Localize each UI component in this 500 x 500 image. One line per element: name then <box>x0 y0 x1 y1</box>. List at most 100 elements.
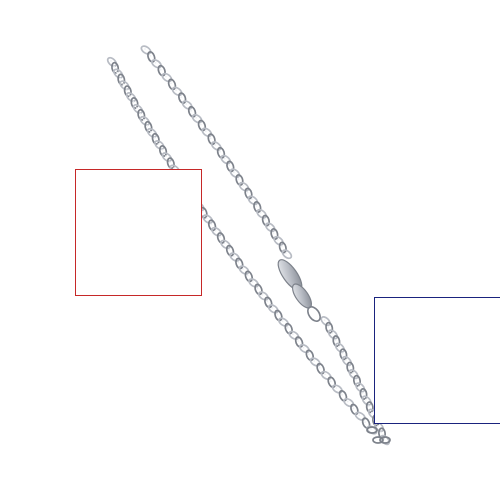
chain-link <box>225 244 235 257</box>
chain-link <box>157 64 166 77</box>
chain-link <box>294 336 304 348</box>
chain-link <box>244 270 254 283</box>
chain-link-highlight <box>180 96 183 98</box>
chain-link-highlight <box>246 191 249 194</box>
chain-link-highlight <box>246 274 249 277</box>
chain-link-highlight <box>219 236 221 238</box>
chain-link <box>346 361 355 374</box>
chain-link-highlight <box>228 164 231 167</box>
chain-link <box>144 120 153 133</box>
chain-link <box>316 362 325 375</box>
chain-link-highlight <box>161 149 164 151</box>
chain-link-highlight <box>268 225 271 228</box>
chain-link <box>202 214 214 224</box>
chain-link <box>211 226 222 237</box>
chain-link-highlight <box>324 373 326 376</box>
chain-link <box>359 387 368 401</box>
chain-link <box>235 174 244 186</box>
chain-link <box>327 376 337 389</box>
chain-link <box>343 397 355 408</box>
chain-link <box>273 235 284 246</box>
chain-link <box>267 304 279 314</box>
chain-link-highlight <box>251 198 253 201</box>
chain-link-highlight <box>214 144 217 146</box>
chain-link-highlight <box>271 307 274 309</box>
chain-link <box>338 389 348 402</box>
chain-link <box>341 355 353 367</box>
chain-link-highlight <box>175 89 178 92</box>
chain-link <box>161 72 173 83</box>
chain-link-highlight <box>150 131 152 133</box>
chain-link <box>111 61 120 74</box>
chain-link <box>187 105 197 118</box>
chain-link <box>244 187 253 200</box>
chain-link-highlight <box>237 261 240 264</box>
chain-link-highlight <box>223 242 226 245</box>
chain-link <box>327 329 339 340</box>
chain-link-highlight <box>292 333 294 336</box>
chain-link <box>284 322 293 335</box>
chain-link <box>350 403 359 416</box>
chain-link-highlight <box>348 365 351 368</box>
chain-link-highlight <box>142 119 145 121</box>
chain-link-highlight <box>185 103 188 105</box>
chain-link-highlight <box>259 211 262 214</box>
chain-link <box>281 249 293 260</box>
chain-link <box>106 56 118 68</box>
chain-link <box>123 85 132 98</box>
chain-link-highlight <box>364 421 366 423</box>
chain-link <box>207 133 216 146</box>
chain-link <box>210 141 222 151</box>
chain-link-highlight <box>153 137 156 139</box>
chain-link-highlight <box>341 352 344 355</box>
chain-link <box>248 278 260 288</box>
chain-link-highlight <box>214 229 217 232</box>
chain-link-highlight <box>327 325 330 328</box>
chain-link-highlight <box>200 123 202 126</box>
chain-link-highlight <box>264 218 266 221</box>
chain-link-highlight <box>113 65 115 68</box>
chain-link-highlight <box>302 346 305 349</box>
chain-link <box>238 265 250 275</box>
chain-link <box>166 157 175 170</box>
chain-link-highlight <box>358 385 361 388</box>
chain-link <box>361 395 372 406</box>
chain-link <box>229 252 241 262</box>
chain-link-highlight <box>146 125 149 127</box>
chain-link-highlight <box>168 161 171 164</box>
chain-link <box>117 73 126 86</box>
chain-link <box>261 214 271 227</box>
chain-link-highlight <box>370 428 372 430</box>
chain-link-highlight <box>266 300 269 303</box>
chain-link-highlight <box>341 393 343 396</box>
chain-link <box>253 201 262 213</box>
chain-link <box>379 436 391 444</box>
chain-link-highlight <box>154 61 157 64</box>
chain-link <box>140 45 152 55</box>
chain-link <box>132 103 144 115</box>
chain-link <box>339 348 348 361</box>
chain-link-highlight <box>261 294 264 296</box>
chain-link-highlight <box>125 89 128 92</box>
chain-link-highlight <box>286 326 289 329</box>
chain-link-highlight <box>280 245 283 248</box>
chain-link-highlight <box>255 205 258 207</box>
chain-link-highlight <box>204 130 207 133</box>
chain-link-highlight <box>272 232 275 234</box>
chain-link-highlight <box>358 414 361 417</box>
chain-link <box>151 59 162 69</box>
chain-link-highlight <box>219 150 221 153</box>
chain-link-highlight <box>334 339 337 341</box>
chain-link <box>201 127 213 138</box>
chain-link <box>320 316 331 327</box>
chain-link-highlight <box>371 411 373 414</box>
red-selection-box <box>75 169 202 296</box>
chain-clasp <box>277 259 321 322</box>
chain-link <box>288 330 300 341</box>
chain-link-highlight <box>335 387 338 389</box>
chain-link-highlight <box>345 359 347 361</box>
chain-link-highlight <box>232 255 235 257</box>
chain-link-highlight <box>355 378 357 381</box>
chain-link <box>177 92 187 104</box>
chain-link-highlight <box>237 178 240 180</box>
